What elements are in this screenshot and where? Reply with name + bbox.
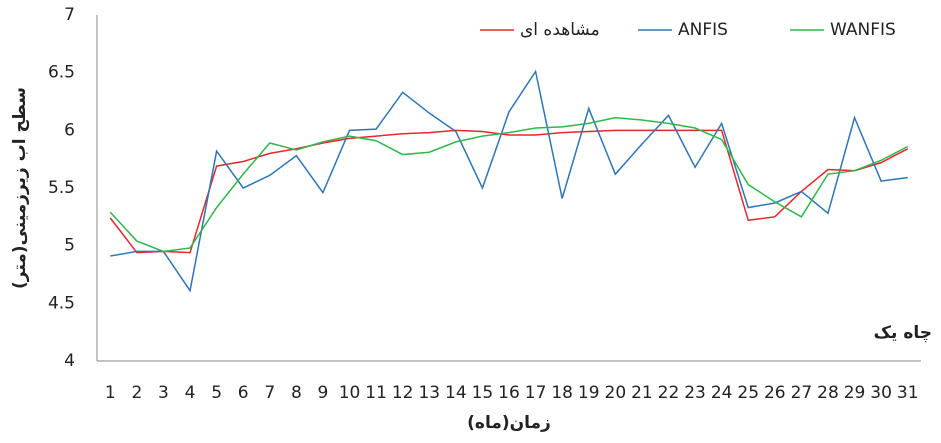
x-tick-label: 6 — [238, 383, 249, 403]
y-tick-label: 7 — [64, 5, 75, 25]
y-tick-label: 6 — [64, 120, 75, 140]
x-tick-label: 4 — [185, 383, 196, 403]
x-tick-label: 13 — [418, 383, 440, 403]
x-tick-label: 16 — [498, 383, 520, 403]
x-axis-label: زمان(ماه) — [467, 413, 551, 433]
series-line — [109, 116, 909, 253]
x-tick-label: 20 — [605, 383, 627, 403]
x-tick-label: 26 — [764, 383, 786, 403]
x-tick-label: 22 — [658, 383, 680, 403]
x-tick-label: 9 — [318, 383, 329, 403]
x-tick-label: 7 — [264, 383, 275, 403]
x-tick-label: 11 — [365, 383, 387, 403]
x-tick-label: 2 — [131, 383, 142, 403]
legend-label: ANFIS — [678, 20, 728, 40]
y-tick-label: 4 — [64, 351, 75, 371]
y-tick-label: 6.5 — [48, 63, 75, 83]
annotation: چاه یک — [874, 323, 932, 343]
x-tick-label: 17 — [525, 383, 547, 403]
x-tick-label: 23 — [684, 383, 706, 403]
x-tick-label: 10 — [339, 383, 361, 403]
legend-label: WANFIS — [830, 20, 896, 40]
series-line — [109, 129, 909, 254]
y-axis-label: سطح اب زیرزمینی(متر) — [10, 87, 30, 289]
x-tick-label: 28 — [817, 383, 839, 403]
x-tick-label: 31 — [897, 383, 919, 403]
x-tick-label: 1 — [105, 383, 116, 403]
y-tick-label: 5 — [64, 236, 75, 256]
x-tick-label: 27 — [791, 383, 813, 403]
x-tick-label: 24 — [711, 383, 733, 403]
x-tick-label: 3 — [158, 383, 169, 403]
x-tick-label: 5 — [211, 383, 222, 403]
x-tick-label: 14 — [445, 383, 467, 403]
y-tick-label: 5.5 — [48, 178, 75, 198]
x-tick-label: 30 — [870, 383, 892, 403]
x-tick-label: 25 — [737, 383, 759, 403]
series-line — [110, 69, 908, 293]
x-tick-label: 12 — [392, 383, 414, 403]
x-tick-label: 21 — [631, 383, 653, 403]
y-tick-label: 4.5 — [48, 293, 75, 313]
x-tick-label: 19 — [578, 383, 600, 403]
x-tick-label: 8 — [291, 383, 302, 403]
x-tick-label: 18 — [551, 383, 573, 403]
x-tick-label: 29 — [844, 383, 866, 403]
legend-label: مشاهده ای — [520, 20, 600, 40]
x-tick-label: 15 — [472, 383, 494, 403]
